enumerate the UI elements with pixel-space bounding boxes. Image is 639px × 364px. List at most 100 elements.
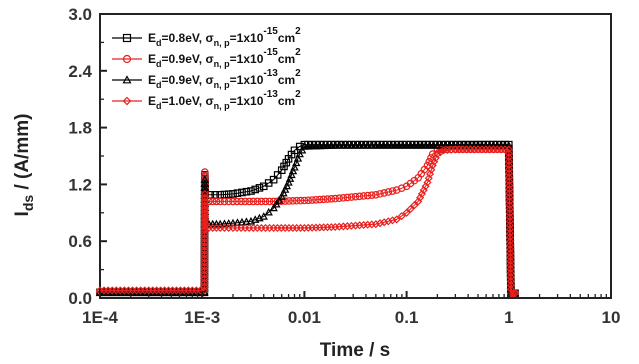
- tick-layer: 1E-4 1E-3 0.01 0.1 1 10 0.0 0.6 1.2 1.8 2.4 3.0: [68, 5, 620, 327]
- data-point: [201, 212, 210, 221]
- plot-area: [99, 13, 612, 299]
- legend-label-part: =0.9eV, σ: [162, 52, 214, 66]
- data-point: [308, 196, 316, 204]
- data-point: [200, 197, 209, 206]
- legend-label-part: =1x10: [230, 73, 264, 87]
- data-point: [371, 220, 380, 229]
- data-point: [200, 234, 209, 243]
- data-point: [380, 189, 388, 197]
- data-point: [505, 213, 514, 222]
- data-point: [505, 165, 514, 174]
- data-point: [380, 218, 389, 227]
- data-point: [410, 201, 419, 210]
- legend-label-part: n, p: [214, 59, 230, 69]
- legend-label-part: =1x10: [230, 94, 264, 108]
- data-point: [506, 241, 515, 250]
- data-point: [469, 141, 479, 149]
- legend-label-part: E: [148, 52, 156, 66]
- data-point: [264, 207, 273, 216]
- legend-label-part: d: [156, 101, 162, 111]
- data-point: [506, 253, 515, 262]
- data-point: [506, 257, 515, 266]
- x-tick-label: 0.01: [288, 308, 321, 327]
- data-point: [505, 185, 514, 194]
- data-point: [287, 170, 296, 179]
- data-point: [397, 184, 406, 192]
- legend-label-part: =1x10: [230, 31, 264, 45]
- data-point: [392, 215, 401, 224]
- data-point: [505, 197, 514, 206]
- legend-label-part: =1.0eV, σ: [162, 94, 214, 108]
- data-point: [285, 174, 295, 182]
- data-point: [284, 178, 293, 186]
- data-point: [200, 274, 209, 283]
- data-point: [280, 185, 290, 193]
- data-point: [461, 141, 471, 149]
- legend-label: Ed=0.8eV, σn, p=1x10-15cm2: [148, 26, 301, 48]
- data-layer: [95, 140, 520, 298]
- data-point: [392, 186, 401, 194]
- y-tick-label: 3.0: [68, 5, 92, 24]
- data-point: [215, 219, 225, 228]
- data-point: [335, 194, 344, 203]
- data-point: [339, 141, 348, 149]
- data-point: [274, 196, 284, 204]
- data-point: [290, 162, 299, 171]
- data-point: [376, 190, 384, 198]
- data-point: [279, 188, 288, 197]
- data-point: [384, 188, 393, 196]
- data-point: [347, 141, 356, 149]
- legend-label-part: -13: [263, 89, 278, 100]
- data-point: [330, 141, 340, 149]
- legend-label-part: 2: [295, 89, 301, 100]
- data-point: [505, 209, 514, 218]
- data-point: [200, 282, 209, 291]
- legend-label-part: =0.9eV, σ: [162, 73, 214, 87]
- legend-label-part: n, p: [214, 38, 230, 48]
- data-point: [504, 161, 514, 170]
- legend-label-part: n, p: [214, 80, 230, 90]
- legend-label-part: d: [156, 38, 162, 48]
- data-point: [312, 195, 320, 204]
- data-point: [504, 153, 513, 162]
- data-point: [506, 245, 515, 254]
- data-point: [200, 278, 209, 287]
- data-point: [504, 145, 513, 154]
- legend-label-part: d: [156, 80, 162, 90]
- data-point: [269, 203, 278, 212]
- legend-marker: [122, 54, 132, 64]
- legend-label-part: -15: [263, 26, 278, 37]
- y-axis-title: Ids / (A/mm): [12, 114, 36, 217]
- data-point: [436, 148, 445, 157]
- data-point: [331, 194, 339, 203]
- data-point: [505, 181, 514, 190]
- data-point: [212, 197, 221, 206]
- data-point: [402, 208, 411, 217]
- data-point: [200, 270, 209, 279]
- data-point: [504, 141, 514, 149]
- x-tick-label: 0.1: [395, 308, 419, 327]
- legend-label-part: cm: [278, 52, 295, 66]
- data-point: [200, 250, 209, 259]
- data-point: [505, 217, 514, 226]
- data-point: [505, 193, 514, 202]
- data-point: [220, 197, 229, 206]
- y-axis-title-tail: / (A/mm): [12, 114, 33, 195]
- data-point: [293, 154, 303, 162]
- x-tick-label: 1E-4: [82, 308, 118, 327]
- y-tick-label: 2.4: [68, 62, 92, 81]
- data-point: [229, 197, 237, 206]
- data-point: [351, 192, 360, 201]
- legend-label-part: E: [148, 31, 156, 45]
- legend-label-part: =1x10: [230, 52, 264, 66]
- data-point: [372, 191, 380, 199]
- legend-label-part: -13: [263, 68, 278, 79]
- plot-frame: [99, 13, 612, 299]
- data-point: [200, 189, 209, 198]
- legend-item: Ed=0.8eV, σn, p=1x10-15cm2: [112, 26, 301, 48]
- legend-label-part: =0.8eV, σ: [162, 31, 214, 45]
- data-point: [281, 197, 289, 205]
- data-point: [465, 141, 475, 149]
- legend-label: Ed=1.0eV, σn, p=1x10-13cm2: [148, 89, 301, 111]
- data-point: [224, 190, 233, 198]
